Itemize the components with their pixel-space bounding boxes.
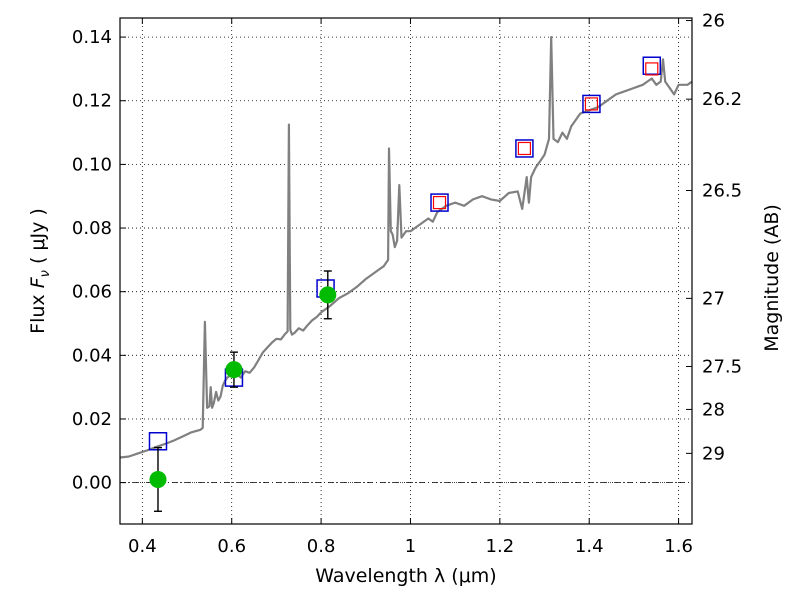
grid-lines xyxy=(120,18,692,524)
x-tick-label: 0.8 xyxy=(307,536,336,557)
y-tick-label: 0.00 xyxy=(72,473,112,494)
x-tick-label: 1.2 xyxy=(486,536,515,557)
green-point xyxy=(149,470,167,488)
green-point xyxy=(319,286,337,304)
x-tick-label: 0.6 xyxy=(217,536,246,557)
y-tick-label: 0.06 xyxy=(72,282,112,303)
red-square-point xyxy=(517,141,532,156)
right-tick-label: 26.5 xyxy=(702,180,742,201)
red-square-point xyxy=(584,97,599,111)
y-axis-label-symbol: F xyxy=(27,276,49,288)
blue-square-point xyxy=(582,94,601,114)
blue-square-point xyxy=(515,139,534,158)
red-square-point xyxy=(432,195,447,210)
spectrum-line xyxy=(120,36,692,459)
plot-frame xyxy=(119,17,693,525)
axis-ticks: 0.4 0.6 0.8 1 1.2 1.4 1.6 0.00 0.02 0.04 0.06 0.08 0… xyxy=(72,11,742,557)
y-tick-label: 0.12 xyxy=(72,91,112,112)
x-axis-label: Wavelength λ (μm) xyxy=(315,565,496,587)
y-axis-label: Flux Fν ( μJy ) xyxy=(27,208,53,334)
right-tick-label: 27 xyxy=(702,288,725,309)
y-tick-label: 0.10 xyxy=(72,154,112,175)
y-tick-label: 0.14 xyxy=(72,27,112,48)
y-axis-label-prefix: Flux xyxy=(27,288,49,334)
plot-area xyxy=(120,36,692,512)
right-tick-label: 29 xyxy=(702,443,725,464)
y-tick-label: 0.08 xyxy=(72,218,112,239)
x-tick-label: 1.6 xyxy=(664,536,693,557)
blue-square-point xyxy=(430,193,449,212)
x-tick-label: 0.4 xyxy=(128,536,157,557)
right-tick-label: 26 xyxy=(702,11,725,32)
y-axis-label-unit: ( μJy ) xyxy=(27,208,49,270)
y-tick-label: 0.04 xyxy=(72,345,112,366)
x-tick-label: 1.4 xyxy=(575,536,604,557)
right-tick-label: 28 xyxy=(702,399,725,420)
y-axis-label-subscript: ν xyxy=(38,270,53,277)
right-tick-label: 27.5 xyxy=(702,356,742,377)
red-square-point xyxy=(645,62,659,76)
blue-square-point xyxy=(642,56,662,75)
x-tick-label: 1 xyxy=(405,536,416,557)
y-tick-label: 0.02 xyxy=(72,409,112,430)
green-point xyxy=(225,361,243,379)
right-axis-label: Magnitude (AB) xyxy=(761,204,783,352)
right-tick-label: 26.2 xyxy=(702,89,742,110)
